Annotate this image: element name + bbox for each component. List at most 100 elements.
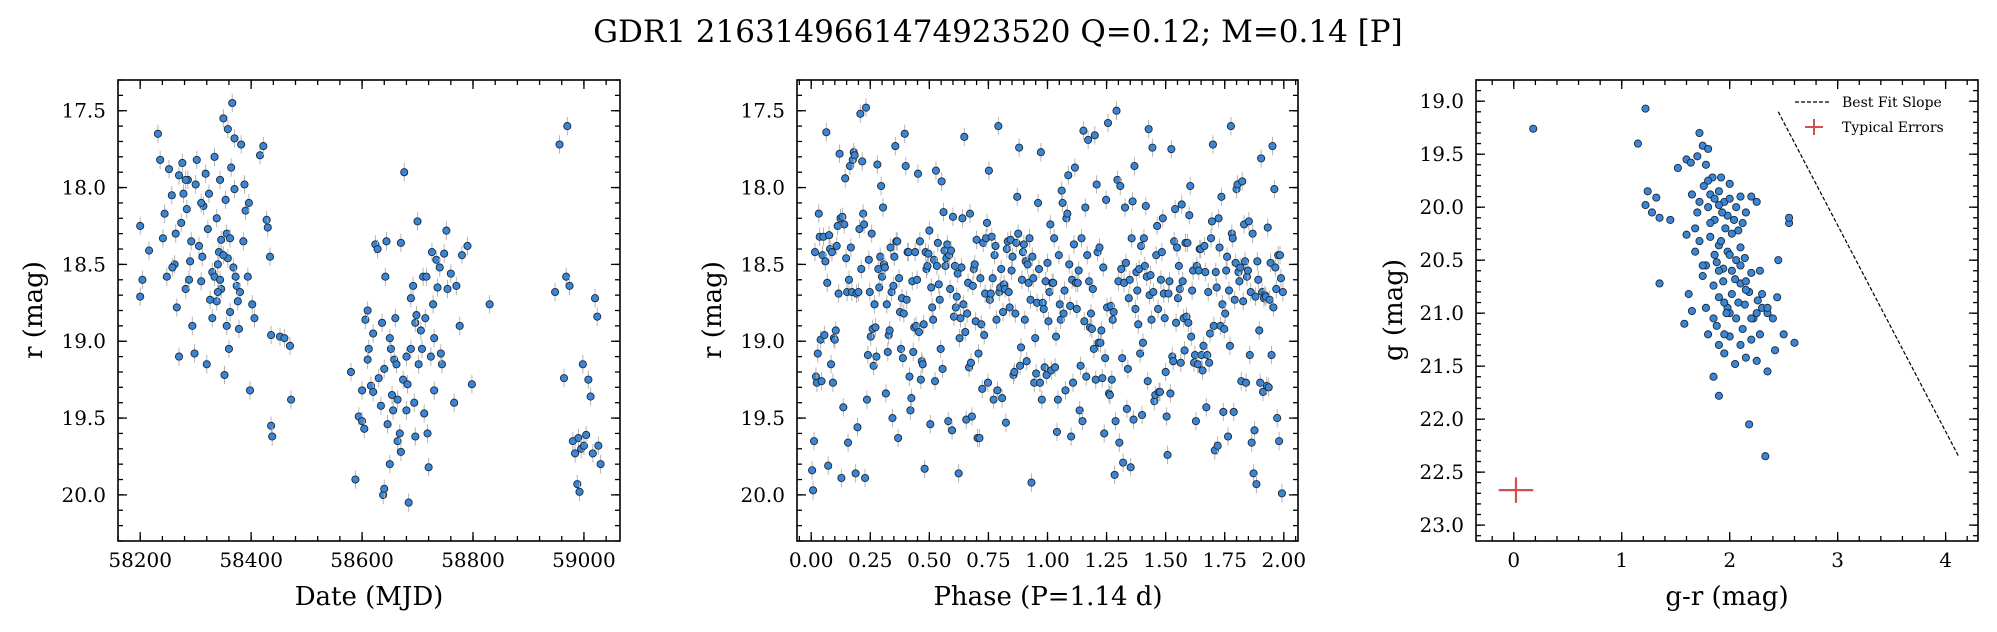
panel-lightcurve-point [437,360,446,369]
legend-typical-errors-label: Typical Errors [1842,120,1944,136]
panel-lightcurve-point [578,360,587,369]
panel-phased-point [1116,181,1125,191]
panel-phased-point [1141,201,1150,211]
panel-phased-point [1201,268,1210,277]
panel-phased-point [1044,317,1053,326]
panel-phased-point [932,261,941,270]
panel-phased-point [1037,395,1046,404]
panel-lightcurve-point [373,244,382,254]
panel-phased-point [1088,284,1097,294]
panel-lightcurve-point [429,300,438,309]
panel-lightcurve-point [396,238,405,247]
panel-phased-point [1194,266,1203,275]
panel-phased-point [1171,205,1180,214]
panel-phased-point [826,360,836,369]
panel-phased-point [1148,143,1157,152]
panel-phased-point [960,132,969,141]
panel-phased-point [893,237,902,246]
panel-color-magnitude-point [1693,208,1702,217]
panel-phased-point [827,248,837,257]
panel-phased-point [871,323,880,332]
panel-phased-point [994,122,1003,131]
panel-lightcurve-point [412,311,421,320]
panel-color-magnitude-point [1725,179,1734,188]
panel-color-magnitude-point [1704,203,1713,212]
panel-phased-point [1077,234,1086,243]
panel-lightcurve-point [190,349,199,358]
panel-color-magnitude-point [1710,194,1719,203]
panel-color-magnitude-point [1779,330,1788,339]
panel-phased-point [809,486,818,495]
panel-lightcurve-point [237,140,246,149]
panel-lightcurve-point [250,314,259,323]
panel-lightcurve-point [562,272,571,281]
panel-lightcurve-point [287,395,296,404]
panel-lightcurve-ytick-label: 17.5 [61,99,106,123]
panel-phased-point [832,241,841,251]
panel-color-magnitude-point [1741,285,1750,294]
panel-phased-point [1005,303,1014,312]
panel-lightcurve-ytick-label: 20.0 [61,483,106,507]
panel-phased-point [967,412,976,421]
panel-phased-point [1081,203,1090,212]
panel-phased-point [817,377,826,386]
panel-phased-point [1073,278,1082,287]
panel-color-magnitude-frame [1475,79,1979,542]
panel-phased-point [1004,288,1013,297]
panel-lightcurve-point [204,189,214,198]
panel-lightcurve-point [450,398,459,407]
panel-phased-point [933,238,942,247]
panel-phased-point [986,289,995,298]
panel-lightcurve-point [586,392,595,401]
panel-phased-point [885,326,894,335]
panel-color-magnitude-point [1770,346,1780,355]
panel-phased-point [902,295,911,304]
panel-lightcurve-point [403,380,412,389]
panel-color-magnitude-point [1704,176,1713,185]
panel-phased-point [966,358,975,367]
panel-phased-point [1032,369,1041,378]
panel-lightcurve-point [369,387,378,396]
panel-phased-ytick-label: 18.0 [740,176,785,200]
panel-color-magnitude-point [1701,160,1710,169]
panel-phased-point [1057,186,1066,195]
panel-lightcurve-point [582,430,591,440]
panel-phased-point [1084,135,1093,144]
panel-color-magnitude-point [1695,197,1704,206]
legend-typical-errors-swatch [1805,119,1823,135]
panel-phased-point [959,300,968,309]
best-fit-slope-line [1777,111,1960,457]
panel-phased-point [957,263,966,272]
panel-phased-point [1128,197,1137,206]
panel-lightcurve-point [145,246,154,255]
panel-lightcurve-point [168,263,177,272]
panel-lightcurve-point [182,205,191,214]
panel-lightcurve-point [426,352,435,361]
panel-phased-point [1124,294,1133,303]
panel-phased-point [1173,294,1182,303]
panel-lightcurve-point [174,352,184,361]
panel-phased-point [1188,286,1197,295]
panel-color-magnitude-ytick-label: 23.0 [1419,513,1464,537]
panel-phased-point [946,284,955,294]
panel-phased-ytick-label: 18.5 [740,252,785,276]
panel-phased-point [1273,414,1282,423]
panel-phased-point [891,142,900,151]
panel-phased-ytick-label: 19.5 [740,406,785,430]
panel-phased-point [1054,251,1063,260]
panel-phased-point [918,360,927,369]
panel-lightcurve-point [440,249,449,258]
panel-color-magnitude-point [1691,224,1700,233]
panel-phased-point [1001,418,1010,427]
panel-phased-point [1083,251,1092,260]
panel-lightcurve-point [263,223,272,232]
panel-phased-point [1269,303,1278,312]
panel-color-magnitude-point [1741,277,1750,286]
panel-lightcurve-point [216,275,225,284]
panel-color-magnitude-xtick-label: 3 [1831,548,1844,572]
panel-phased-point [881,389,890,398]
panel-lightcurve-point [224,344,233,353]
panel-phased-point [1212,283,1221,292]
panel-phased-point [1087,324,1096,333]
panel-color-magnitude-ytick-label: 21.5 [1419,354,1464,378]
